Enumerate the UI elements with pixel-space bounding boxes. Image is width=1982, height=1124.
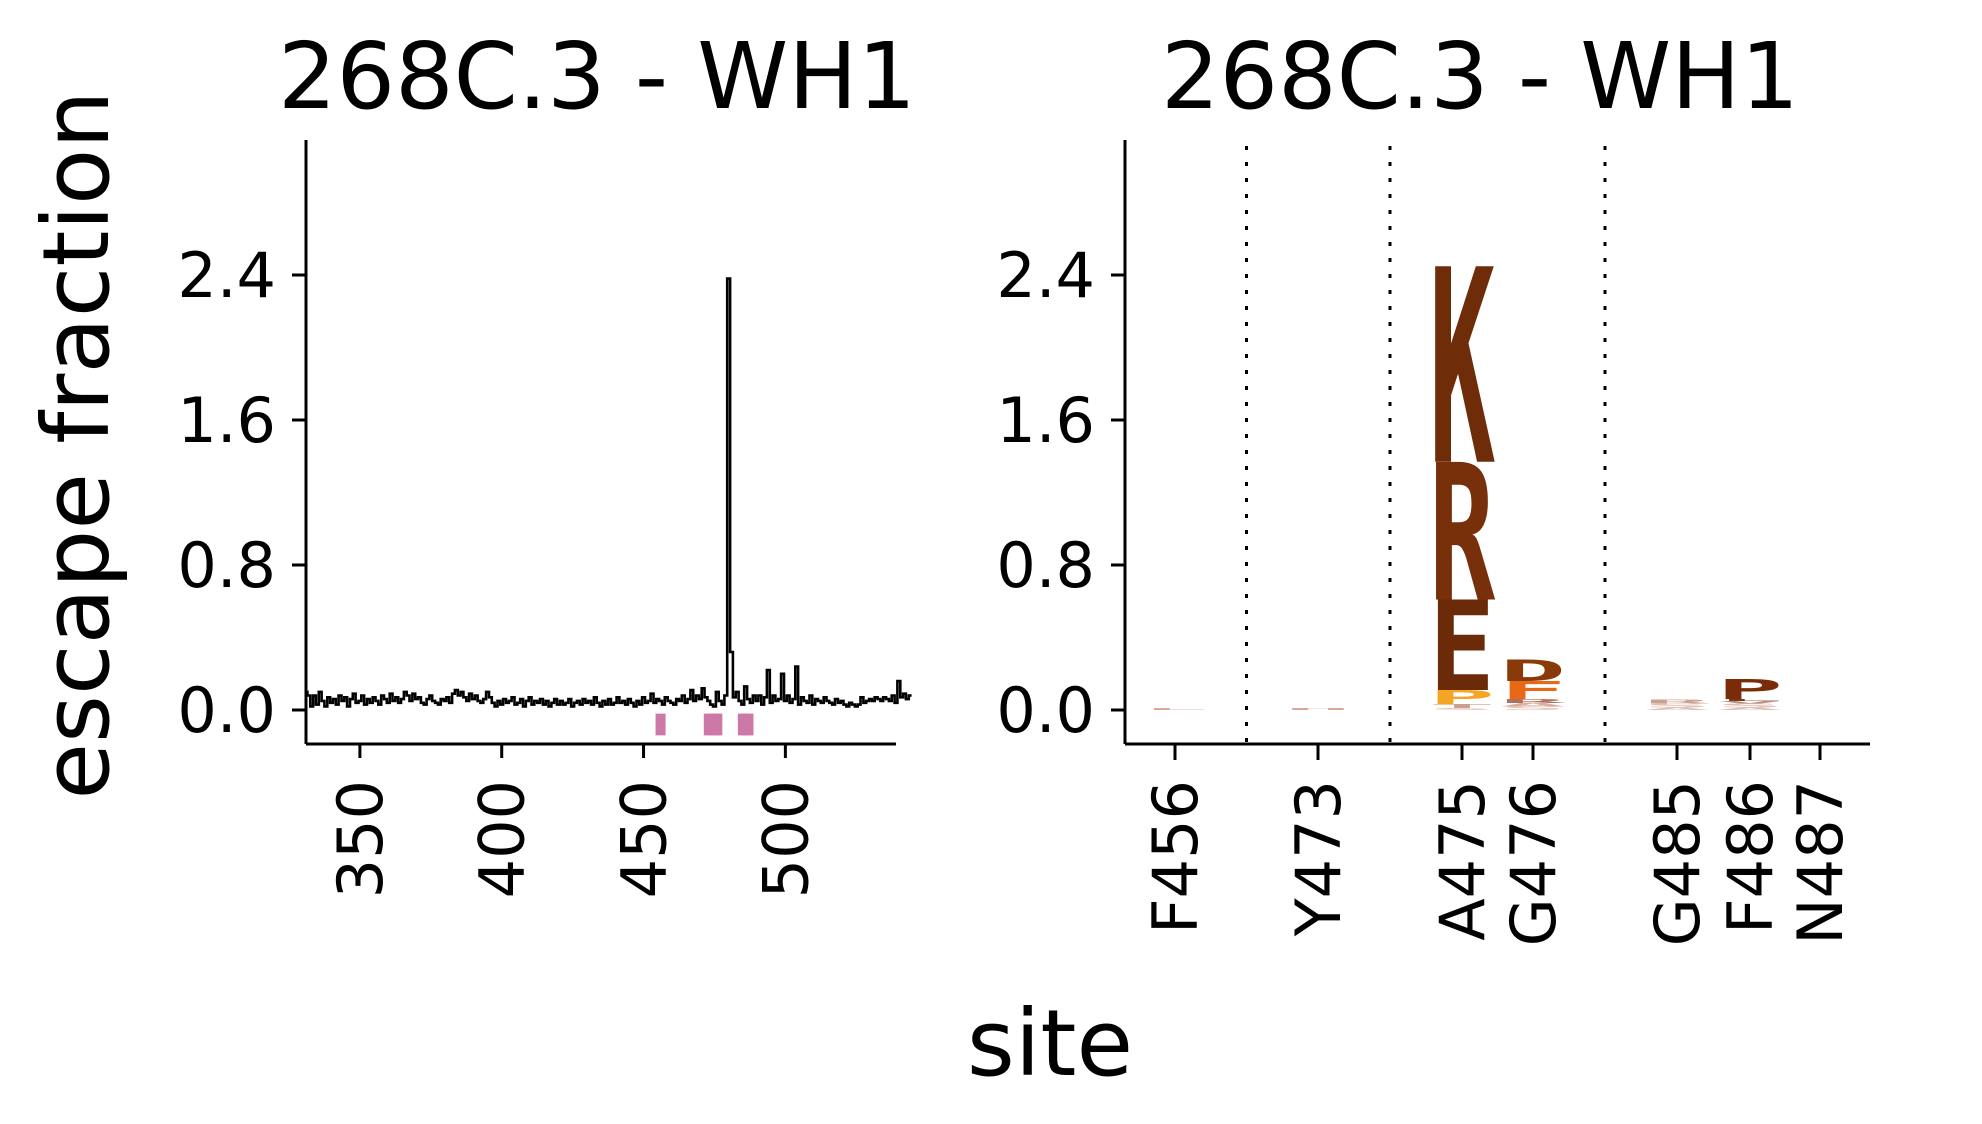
x-tick-label: 400 <box>466 780 539 898</box>
highlighted-site-bar <box>655 713 666 736</box>
logo-letter-s: S <box>1429 708 1495 711</box>
logo-y-axis: 0.0 0.8 1.6 2.4 <box>996 239 1125 747</box>
x-tick-label: G476 <box>1497 780 1570 946</box>
x-tick-label: A475 <box>1426 780 1499 941</box>
line-panel: 268C.3 - WH1 0.0 0.8 1.6 2.4 350 400 450 500 <box>177 23 916 898</box>
logo-letter-f: F <box>1500 676 1566 705</box>
y-tick-label: 2.4 <box>177 239 276 312</box>
logo-panel-title: 268C.3 - WH1 <box>1161 23 1799 130</box>
x-tick-label: G485 <box>1641 780 1714 946</box>
highlighted-site-bar <box>743 713 754 736</box>
line-plot-area <box>304 277 912 736</box>
logo-letter-r: R <box>1500 698 1566 704</box>
highlighted-site-bar <box>703 713 714 736</box>
logo-letter-p: P <box>1429 686 1495 709</box>
logo-letter-h: H <box>1285 708 1351 711</box>
y-axis-label: escape fraction <box>23 90 130 799</box>
logo-letter-r: R <box>1644 699 1710 705</box>
logo-letter-r: R <box>1429 426 1495 645</box>
logo-letter-l: L <box>1717 699 1783 702</box>
x-tick-label: 500 <box>749 780 822 898</box>
y-tick-label: 1.6 <box>996 384 1095 457</box>
x-axis-label: site <box>967 990 1133 1097</box>
logo-letter-v: V <box>1717 700 1783 704</box>
x-tick-label: F456 <box>1139 780 1212 934</box>
logo-letter-a: A <box>1717 707 1783 711</box>
logo-letter-s: S <box>1717 703 1783 709</box>
x-tick-label: N487 <box>1784 780 1857 945</box>
logo-letter-k: K <box>1429 214 1495 525</box>
y-tick-label: 1.6 <box>177 384 276 457</box>
logo-letter-p: P <box>1717 674 1783 706</box>
logo-letter-t: T <box>1429 704 1495 710</box>
y-tick-label: 2.4 <box>996 239 1095 312</box>
escape-line <box>304 277 912 708</box>
line-panel-title: 268C.3 - WH1 <box>278 23 916 130</box>
highlighted-site-bar <box>712 713 723 736</box>
logo-letter-s: S <box>1500 705 1566 711</box>
logo-letter-e: E <box>1429 575 1495 720</box>
line-y-axis: 0.0 0.8 1.6 2.4 <box>177 239 306 747</box>
x-tick-label: 450 <box>608 780 681 898</box>
logo-letter-s: S <box>1644 703 1710 709</box>
logo-letter-l: L <box>1142 708 1208 711</box>
y-tick-label: 0.0 <box>177 674 276 747</box>
y-tick-label: 0.8 <box>996 529 1095 602</box>
x-tick-label: F486 <box>1714 780 1787 934</box>
x-tick-label: Y473 <box>1282 780 1355 937</box>
line-x-axis: 350 400 450 500 <box>324 744 822 898</box>
logo-letter-a: A <box>1500 702 1566 708</box>
logo-letter-a: A <box>1644 707 1710 711</box>
y-tick-label: 0.0 <box>996 674 1095 747</box>
logo-site-separators <box>1245 146 1607 744</box>
y-tick-label: 0.8 <box>177 529 276 602</box>
x-tick-label: 350 <box>324 780 397 898</box>
logo-letter-d: D <box>1500 654 1566 689</box>
